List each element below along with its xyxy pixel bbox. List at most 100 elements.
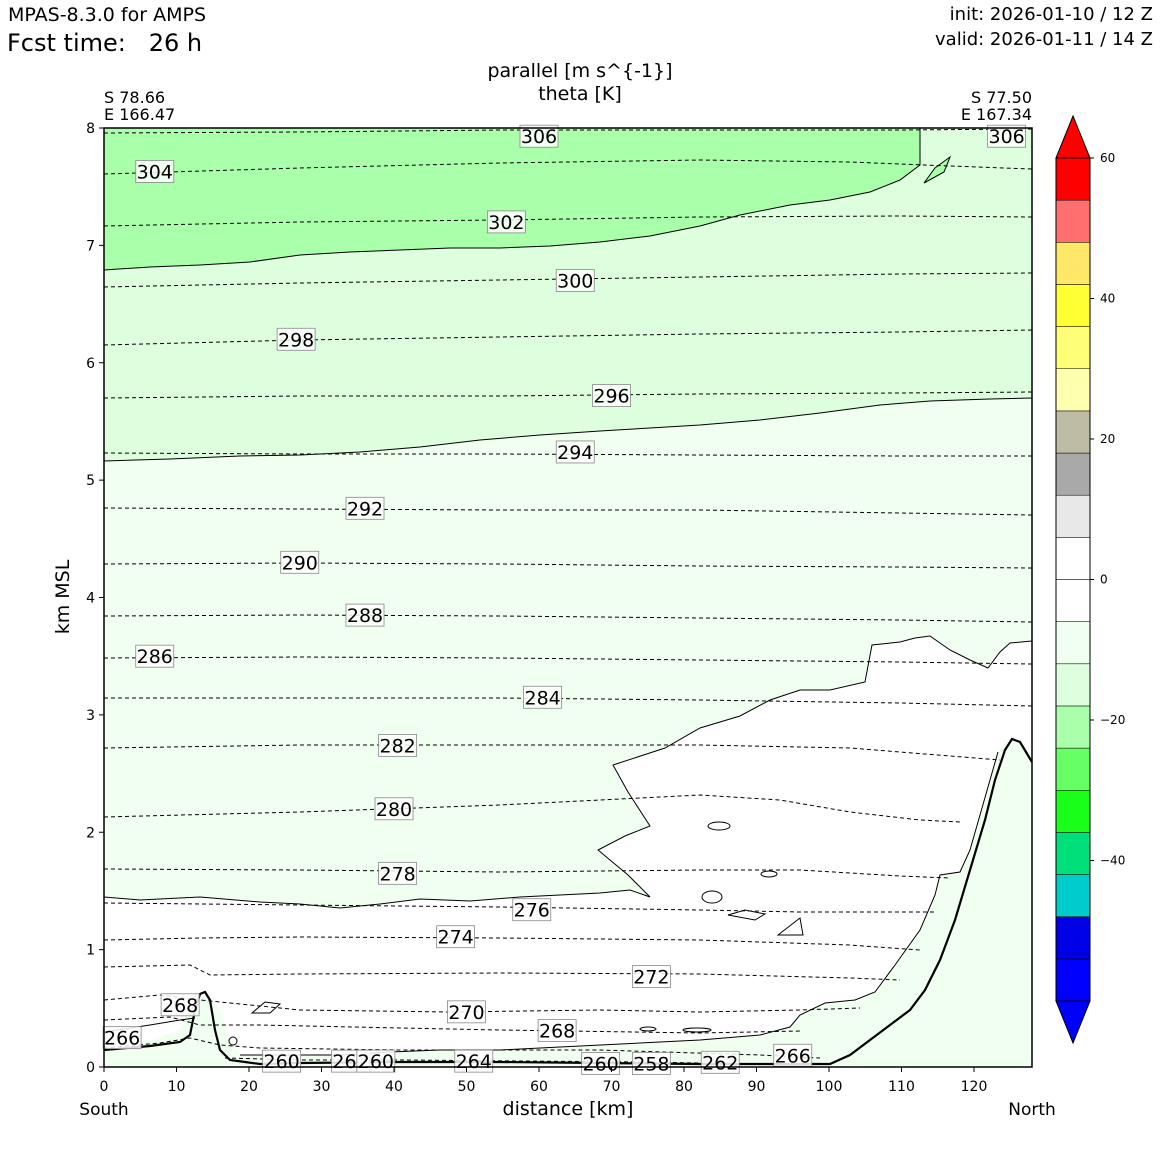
- colorbar-tick-label: −20: [1100, 713, 1125, 727]
- x-tick-label: 70: [603, 1079, 621, 1095]
- theta-label-box: [374, 797, 414, 821]
- valid-time: valid: 2026-01-11 / 14 Z: [935, 29, 1153, 50]
- theta-label-box: [447, 1000, 486, 1024]
- chart-title-line1: parallel [m s^{-1}]: [487, 60, 673, 82]
- colorbar-segment: [1055, 705, 1091, 749]
- theta-label-box: [581, 1052, 621, 1075]
- theta-label-box: [280, 550, 320, 574]
- x-tick-label: 120: [961, 1079, 988, 1095]
- theta-contour-label: 300: [557, 271, 593, 293]
- x-tick-label: 90: [748, 1079, 766, 1095]
- theta-label-box: [102, 1026, 142, 1050]
- theta-contour-label: 298: [278, 329, 314, 351]
- colorbar-segment: [1055, 916, 1091, 960]
- y-tick-label: 7: [86, 238, 95, 254]
- theta-label-box: [631, 1052, 671, 1075]
- colorbar-segment: [1055, 579, 1091, 622]
- colorbar-segment: [1055, 621, 1091, 665]
- colorbar-segment: [1055, 537, 1091, 580]
- forecast-time: Fcst time: 26 h: [7, 29, 203, 57]
- theta-label-box: [486, 210, 526, 234]
- theta-contour-label: 258: [633, 1053, 669, 1075]
- colorbar-tick-label: 60: [1100, 151, 1115, 165]
- theta-contour-label: 274: [437, 927, 473, 949]
- theta-contour-label: 260: [582, 1053, 618, 1075]
- colorbar-tick-label: −40: [1100, 854, 1125, 868]
- colorbar-segment: [1055, 790, 1091, 833]
- theta-label-box: [345, 496, 385, 520]
- y-tick-label: 3: [86, 708, 95, 724]
- terrain-line: [104, 737, 1032, 1066]
- colorbar-segment: [1055, 874, 1091, 917]
- init-time: init: 2026-01-10 / 12 Z: [949, 4, 1153, 25]
- theta-label-box: [519, 124, 559, 148]
- x-tick-label: 100: [816, 1079, 843, 1095]
- x-tick-label: 40: [385, 1079, 403, 1095]
- colorbar-segment: [1055, 832, 1091, 875]
- shade-patch-small: [923, 155, 952, 184]
- y-tick-label: 1: [86, 943, 95, 959]
- theta-label-box: [378, 861, 418, 885]
- theta-label-box: [135, 644, 175, 668]
- colorbar-tick-label: 20: [1100, 432, 1115, 446]
- x-axis-ticks: 0 10 20 30 40 50 60 70 80 90 100 110 120: [100, 1067, 988, 1095]
- left-endpoint-lat: S 78.66: [104, 88, 166, 107]
- colorbar: 60 40 20 0 −20 −40: [1055, 114, 1125, 1045]
- theta-label-box: [592, 384, 631, 408]
- theta-label-box: [512, 898, 552, 922]
- colorbar-segment: [1055, 410, 1091, 454]
- theta-contour-label: 266: [104, 1028, 140, 1050]
- x-tick-label: 10: [168, 1079, 186, 1095]
- colorbar-segment: [1055, 242, 1091, 285]
- theta-contour-label: 268: [539, 1021, 575, 1043]
- theta-contour-label: 288: [347, 605, 383, 627]
- x-tick-label: 30: [313, 1079, 331, 1095]
- theta-contour-label: 294: [557, 442, 593, 464]
- theta-contour-label: 260: [263, 1051, 299, 1073]
- y-tick-label: 6: [86, 356, 95, 372]
- theta-label-box: [160, 993, 200, 1017]
- theta-contour-label: 278: [379, 863, 415, 885]
- theta-contour-label: 282: [379, 735, 415, 757]
- calm-zone: [104, 636, 1032, 1055]
- colorbar-segment: [1055, 368, 1091, 412]
- y-tick-label: 2: [86, 825, 95, 841]
- theta-contour-label: 262: [702, 1052, 738, 1074]
- x-tick-label: 20: [240, 1079, 258, 1095]
- theta-contour-label: 268: [162, 995, 198, 1017]
- shade-band-strong: [104, 128, 920, 270]
- theta-label-box: [135, 160, 175, 183]
- theta-contour-label: 296: [593, 386, 629, 408]
- theta-label-box: [345, 603, 385, 627]
- theta-label-box: [537, 1019, 577, 1043]
- colorbar-segment: [1055, 663, 1091, 707]
- theta-label-box: [631, 965, 671, 989]
- colorbar-segment: [1055, 284, 1091, 327]
- theta-contour-label: 276: [514, 900, 550, 922]
- theta-label-box: [523, 685, 563, 709]
- theta-contour-label: 272: [633, 967, 669, 989]
- theta-label-box: [987, 124, 1027, 148]
- theta-label-box: [555, 269, 595, 292]
- y-tick-label: 4: [86, 591, 95, 607]
- colorbar-segment: [1055, 452, 1091, 496]
- north-label: North: [1008, 1100, 1056, 1120]
- theta-contour-labels: 306 306 304 302 300 298 296 294 292 290 288 286 284 2…: [102, 124, 1027, 1075]
- colorbar-tick-label: 0: [1100, 573, 1108, 587]
- theta-contour-label: 292: [347, 498, 383, 520]
- theta-contour-label: 304: [137, 161, 173, 183]
- theta-contour-label: 286: [137, 646, 173, 668]
- colorbar-segment: [1055, 958, 1091, 1002]
- y-axis-label: km MSL: [52, 559, 74, 635]
- colorbar-segment: [1055, 494, 1091, 538]
- theta-contour-label: 302: [488, 212, 524, 234]
- theta-label-box: [378, 733, 418, 757]
- theta-contour-label: 284: [524, 687, 560, 709]
- theta-contour-label: 306: [521, 126, 557, 148]
- theta-contour-label: 290: [282, 552, 318, 574]
- colorbar-segment: [1055, 199, 1091, 243]
- right-endpoint-lat: S 77.50: [970, 88, 1032, 107]
- theta-label-box: [555, 440, 595, 464]
- x-tick-label: 110: [888, 1079, 915, 1095]
